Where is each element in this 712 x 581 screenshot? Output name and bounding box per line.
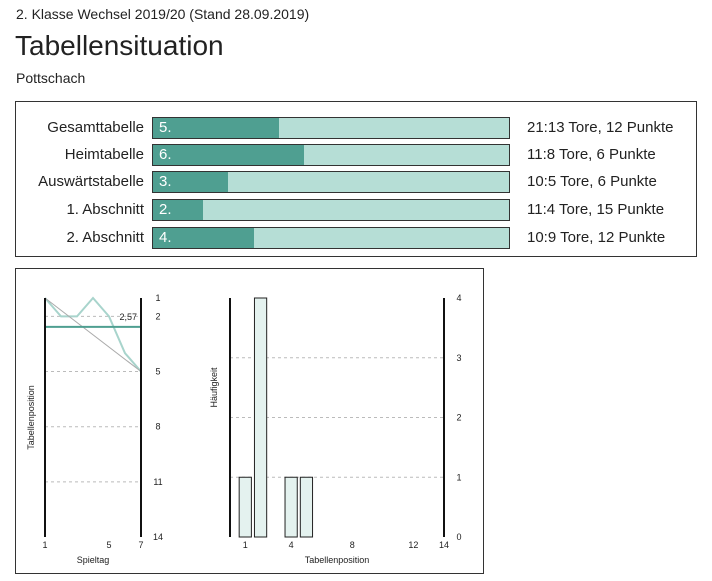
trend-line xyxy=(44,297,142,372)
position-bar: 4. xyxy=(152,227,510,249)
position-value: 2. xyxy=(159,201,172,218)
x-axis-label: Spieltag xyxy=(77,555,110,565)
table-stats: 21:13 Tore, 12 Punkte xyxy=(527,119,674,136)
position-line-chart: 1 2 5 8 11 14 2,57 1 5 7 Spieltag Tabellenposition xyxy=(26,293,163,565)
table-row-gesamttabelle[interactable]: Gesamttabelle 5. 21:13 Tore, 12 Punkte xyxy=(16,117,696,139)
y-tick-label: 2 xyxy=(456,413,461,423)
histogram-bar xyxy=(253,297,268,538)
position-value: 4. xyxy=(159,229,172,246)
x-tick-label: 1 xyxy=(243,540,248,550)
table-stats: 11:8 Tore, 6 Punkte xyxy=(527,146,656,163)
x-tick-label: 5 xyxy=(106,540,111,550)
position-bar: 6. xyxy=(152,144,510,166)
y-tick-label: 3 xyxy=(456,353,461,363)
team-name: Pottschach xyxy=(16,70,86,86)
x-axis-label: Tabellenposition xyxy=(305,555,370,565)
table-stats: 10:5 Tore, 6 Punkte xyxy=(527,173,657,190)
table-label: Gesamttabelle xyxy=(47,119,144,136)
y-tick-label: 11 xyxy=(153,477,162,487)
y-tick-label: 1 xyxy=(456,472,461,482)
x-tick-label: 14 xyxy=(439,540,449,550)
table-row-abschnitt-2[interactable]: 2. Abschnitt 4. 10:9 Tore, 12 Punkte xyxy=(16,227,696,249)
table-row-auswaertstabelle[interactable]: Auswärtstabelle 3. 10:5 Tore, 6 Punkte xyxy=(16,171,696,193)
table-label: Heimtabelle xyxy=(64,146,144,163)
table-label: Auswärtstabelle xyxy=(38,173,144,190)
x-tick-label: 8 xyxy=(350,540,355,550)
table-stats: 11:4 Tore, 15 Punkte xyxy=(527,201,665,218)
y-tick-label: 14 xyxy=(153,532,163,542)
position-bar: 5. xyxy=(152,117,510,139)
histogram-bar xyxy=(238,476,252,538)
position-bar-fill xyxy=(153,200,203,220)
x-tick-label: 7 xyxy=(138,540,143,550)
y-tick-label: 4 xyxy=(456,293,461,303)
x-tick-label: 1 xyxy=(42,540,47,550)
table-row-heimtabelle[interactable]: Heimtabelle 6. 11:8 Tore, 6 Punkte xyxy=(16,144,696,166)
position-series-line xyxy=(44,296,142,373)
position-bar-fill xyxy=(153,118,280,138)
histogram-bar xyxy=(284,476,298,538)
y-tick-label: 5 xyxy=(155,367,160,377)
position-bar-fill xyxy=(153,228,255,248)
y-tick-label: 8 xyxy=(155,422,160,432)
table-stats: 10:9 Tore, 12 Punkte xyxy=(527,229,666,246)
y-tick-label: 0 xyxy=(456,532,461,542)
page-title: Tabellensituation xyxy=(15,30,224,61)
table-label: 1. Abschnitt xyxy=(66,201,144,218)
position-value: 6. xyxy=(159,146,172,163)
position-value: 5. xyxy=(159,119,172,136)
position-value: 3. xyxy=(159,173,172,190)
y-axis-label: Häufigkeit xyxy=(209,367,219,408)
x-tick-label: 4 xyxy=(289,540,294,550)
position-bar-fill xyxy=(153,145,305,165)
y-tick-label: 1 xyxy=(155,293,160,303)
position-bar-fill xyxy=(153,172,228,192)
charts-panel: 1 2 5 8 11 14 2,57 1 5 7 Spieltag Tabellenposition … xyxy=(15,268,484,574)
table-row-abschnitt-1[interactable]: 1. Abschnitt 2. 11:4 Tore, 15 Punkte xyxy=(16,199,696,221)
position-bar: 2. xyxy=(152,199,510,221)
x-tick-label: 12 xyxy=(408,540,418,550)
y-axis-label: Tabellenposition xyxy=(26,385,36,450)
position-bar: 3. xyxy=(152,171,510,193)
y-tick-label: 2 xyxy=(155,311,160,321)
average-label: 2,57 xyxy=(119,312,137,322)
league-subtitle: 2. Klasse Wechsel 2019/20 (Stand 28.09.2… xyxy=(16,6,310,22)
histogram-bar xyxy=(299,476,314,538)
table-label: 2. Abschnitt xyxy=(66,229,144,246)
table-positions-panel: Gesamttabelle 5. 21:13 Tore, 12 Punkte H… xyxy=(15,101,697,257)
